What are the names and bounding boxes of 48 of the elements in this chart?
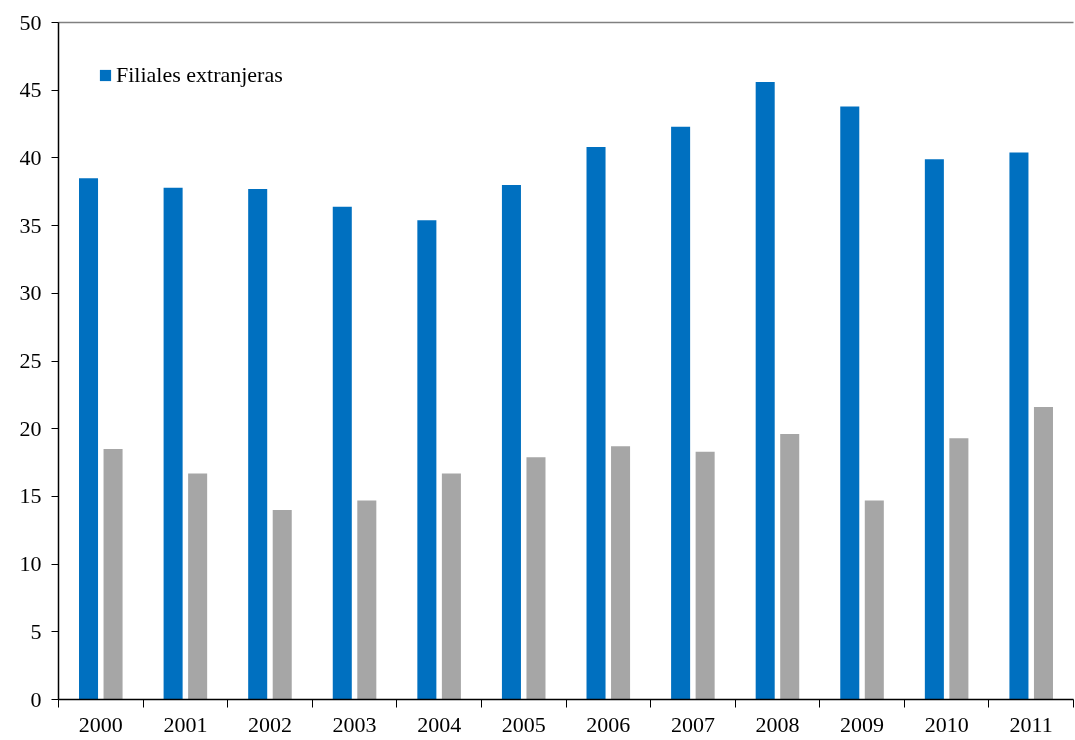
x-tick-label: 2004	[417, 711, 462, 737]
bar	[1033, 407, 1053, 700]
bar	[840, 106, 860, 700]
y-tick-label: 35	[19, 212, 42, 238]
bar	[417, 220, 437, 700]
bar	[526, 457, 546, 700]
y-tick-label: 20	[19, 415, 42, 441]
bar	[103, 449, 123, 700]
bar	[949, 438, 969, 700]
y-tick-label: 15	[19, 483, 42, 509]
y-tick-label: 40	[19, 144, 42, 170]
bar	[780, 434, 800, 700]
bar	[611, 446, 631, 700]
x-tick-label: 2010	[924, 711, 969, 737]
y-tick-label: 50	[19, 9, 42, 35]
x-tick-label: 2009	[840, 711, 885, 737]
bar	[671, 126, 691, 700]
legend-label: Filiales extranjeras	[116, 62, 283, 88]
x-tick-label: 2011	[1009, 711, 1053, 737]
bar	[924, 159, 944, 700]
x-tick-label: 2005	[501, 711, 546, 737]
y-tick-label: 45	[19, 77, 42, 103]
bar	[441, 473, 461, 700]
x-tick-label: 2003	[332, 711, 377, 737]
x-tick-label: 2001	[163, 711, 208, 737]
bar	[695, 451, 715, 700]
y-tick-label: 30	[19, 280, 42, 306]
bar	[864, 500, 884, 700]
x-tick-label: 2006	[586, 711, 631, 737]
bar	[248, 189, 268, 700]
x-tick-label: 2000	[78, 711, 123, 737]
y-tick-label: 25	[19, 348, 42, 373]
y-tick-label: 5	[30, 618, 42, 644]
x-tick-label: 2007	[670, 711, 715, 737]
bar	[272, 509, 292, 700]
x-tick-label: 2002	[247, 711, 292, 737]
bar	[586, 147, 606, 700]
bar	[188, 473, 208, 700]
bar	[1009, 152, 1029, 700]
bar	[163, 187, 183, 700]
bar	[755, 82, 775, 700]
bar	[332, 206, 352, 700]
bar	[79, 178, 99, 700]
x-tick-label: 2008	[755, 711, 800, 737]
bar	[501, 184, 521, 700]
y-tick-label: 10	[19, 551, 42, 577]
y-tick-label: 0	[30, 686, 42, 712]
bar	[357, 500, 377, 700]
